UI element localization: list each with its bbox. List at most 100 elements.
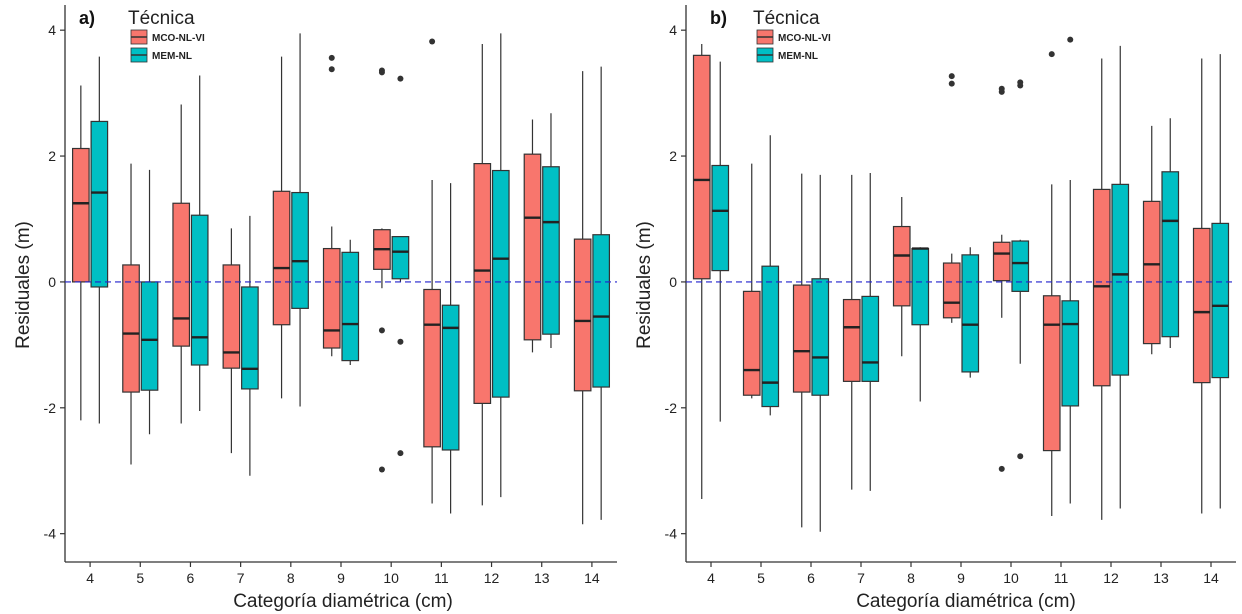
box-body <box>711 164 730 272</box>
box-body <box>1011 240 1030 292</box>
legend-title: Técnica <box>753 8 820 29</box>
x-tick-label: 9 <box>337 570 345 586</box>
x-tick-label: 6 <box>807 570 815 586</box>
outlier-point <box>948 73 955 80</box>
box-body <box>391 236 410 280</box>
box-body <box>423 288 441 448</box>
x-tick-label: 5 <box>136 570 144 586</box>
box-body <box>1111 183 1130 376</box>
box-body <box>942 262 961 319</box>
box-body <box>1042 295 1061 452</box>
y-tick-label: 2 <box>669 148 677 164</box>
box-body <box>692 54 711 280</box>
y-axis-title: Residuales (m) <box>13 221 34 349</box>
x-tick-label: 13 <box>1153 570 1169 586</box>
x-tick-label: 11 <box>434 570 449 586</box>
box-body <box>792 284 811 393</box>
outlier-point <box>998 88 1005 95</box>
x-tick-label: 13 <box>534 570 550 586</box>
box-body <box>291 191 309 309</box>
box-body <box>761 265 780 408</box>
x-axis-title: Categoría diamétrica (cm) <box>856 591 1076 612</box>
x-tick-label: 11 <box>1054 570 1069 586</box>
x-tick-label: 12 <box>1103 570 1119 586</box>
box-body <box>71 147 90 283</box>
x-tick-label: 9 <box>957 570 965 586</box>
box-body <box>892 225 911 307</box>
box-body <box>911 247 930 326</box>
y-tick-label: -4 <box>665 526 678 542</box>
outlier-point <box>1017 82 1024 89</box>
box-body <box>842 298 861 382</box>
box-body <box>1161 171 1180 338</box>
box-body <box>1192 227 1211 384</box>
y-tick-label: 4 <box>669 22 677 38</box>
outlier-point <box>397 338 404 345</box>
box-body <box>1211 222 1230 379</box>
x-tick-label: 5 <box>757 570 765 586</box>
x-tick-label: 7 <box>857 570 865 586</box>
outlier-point <box>948 80 955 87</box>
x-tick-label: 12 <box>484 570 500 586</box>
box-body <box>523 153 542 341</box>
x-tick-label: 8 <box>907 570 915 586</box>
panel-label: b) <box>710 8 727 28</box>
outlier-point <box>378 327 385 334</box>
y-tick-label: 4 <box>48 22 56 38</box>
box-body <box>190 214 209 366</box>
box-body <box>90 120 109 288</box>
y-tick-label: -4 <box>44 526 57 542</box>
box-body <box>1092 188 1111 387</box>
box-body <box>961 254 980 373</box>
legend-label-mem-nl: MEM-NL <box>778 51 818 62</box>
legend-label-mco-nl-vi: MCO-NL-VI <box>152 33 205 44</box>
x-tick-label: 10 <box>383 570 399 586</box>
panel-label: a) <box>79 8 95 28</box>
box-body <box>992 241 1011 282</box>
box-body <box>861 295 880 382</box>
legend-label-mem-nl: MEM-NL <box>152 51 192 62</box>
box-body <box>742 290 761 396</box>
box-body <box>272 190 291 326</box>
box-body <box>1061 300 1080 407</box>
x-axis-title: Categoría diamétrica (cm) <box>233 591 453 612</box>
box-body <box>573 238 592 392</box>
outlier-point <box>1067 36 1074 43</box>
box-body <box>322 247 341 349</box>
box-body <box>222 264 241 369</box>
x-tick-label: 8 <box>287 570 295 586</box>
y-tick-label: 0 <box>669 274 677 290</box>
x-tick-label: 7 <box>237 570 245 586</box>
outlier-point <box>998 465 1005 472</box>
outlier-point <box>328 66 335 73</box>
x-tick-label: 10 <box>1003 570 1019 586</box>
box-body <box>811 278 830 396</box>
box-body <box>592 234 611 388</box>
y-tick-label: -2 <box>665 400 678 416</box>
outlier-point <box>1017 453 1024 460</box>
box-body <box>441 304 460 451</box>
outlier-point <box>328 54 335 61</box>
box-body <box>172 202 191 347</box>
outlier-point <box>378 69 385 76</box>
panel-b: Residuales (m) Categoría diamétrica (cm)… <box>634 5 1236 612</box>
box-body <box>491 169 510 398</box>
legend-label-mco-nl-vi: MCO-NL-VI <box>778 33 831 44</box>
box-body <box>140 281 159 391</box>
outlier-point <box>397 450 404 457</box>
panel-a: Residuales (m) Categoría diamétrica (cm)… <box>13 5 617 612</box>
x-tick-label: 4 <box>86 570 94 586</box>
box-body <box>542 166 560 335</box>
outlier-point <box>378 466 385 473</box>
x-tick-label: 14 <box>584 570 600 586</box>
outlier-point <box>397 75 404 82</box>
box-body <box>122 264 140 393</box>
x-tick-label: 6 <box>187 570 195 586</box>
y-tick-label: 0 <box>48 274 56 290</box>
outlier-point <box>1048 51 1055 58</box>
y-tick-label: -2 <box>44 400 57 416</box>
x-tick-label: 14 <box>1203 570 1219 586</box>
legend-title: Técnica <box>128 8 195 29</box>
x-tick-label: 4 <box>707 570 715 586</box>
